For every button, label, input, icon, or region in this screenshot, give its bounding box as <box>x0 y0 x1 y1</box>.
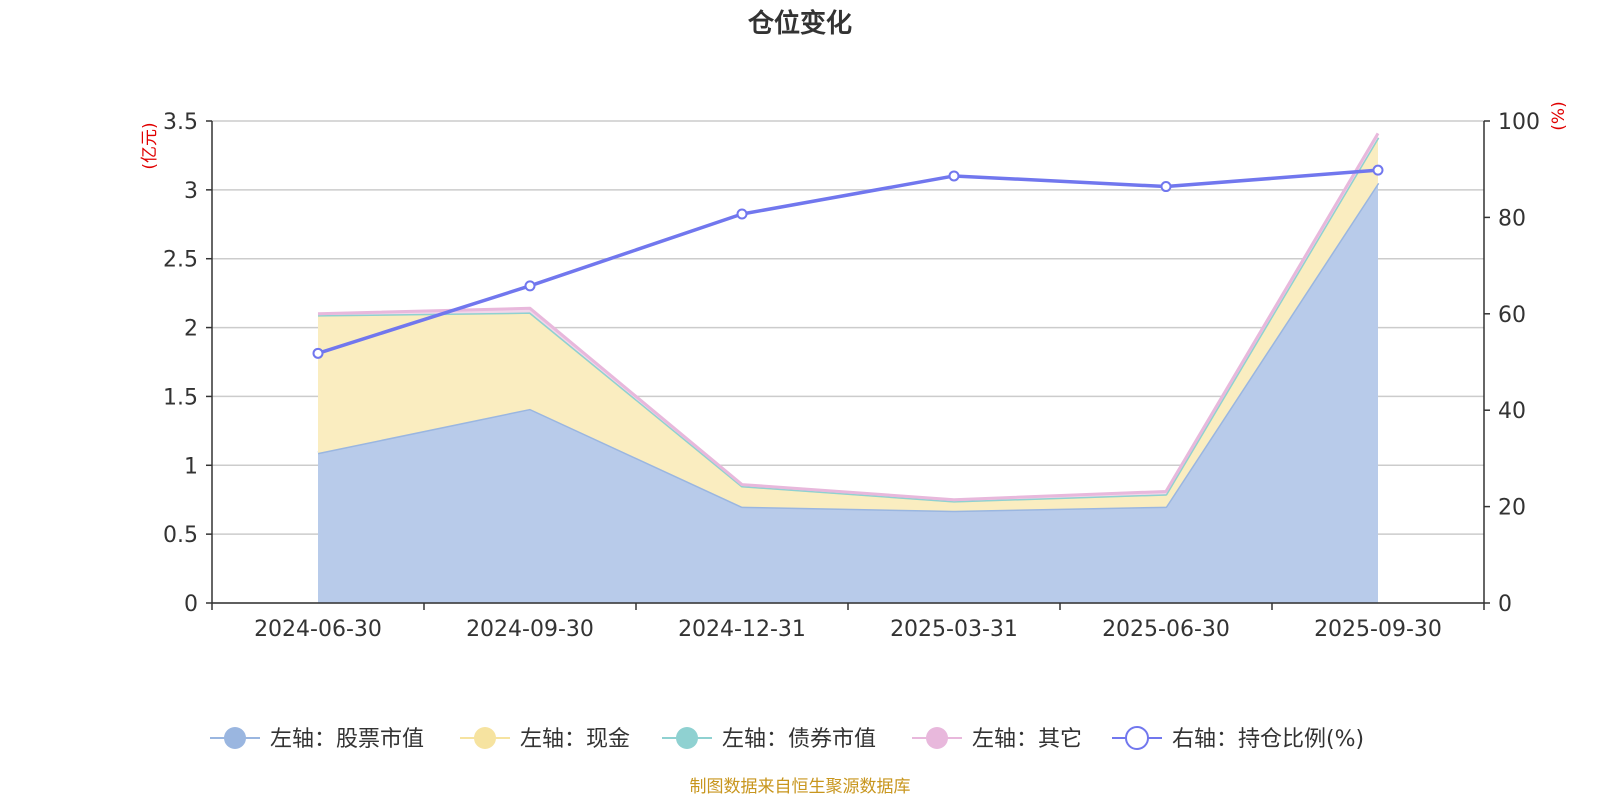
ratio-point <box>1160 181 1172 193</box>
ratio-point <box>736 208 748 220</box>
source-note: 制图数据来自恒生聚源数据库 <box>690 777 911 797</box>
ratio-point <box>524 280 536 292</box>
left-axis-tick-label: 3.5 <box>163 110 198 135</box>
x-axis-tick-label: 2024-09-30 <box>466 617 594 642</box>
ratio-line <box>317 168 1379 355</box>
left-axis-tick-label: 1.5 <box>163 385 198 410</box>
chart-title: 仓位变化 <box>747 8 852 39</box>
x-axis-tick-label: 2025-06-30 <box>1102 617 1230 642</box>
area-top-line <box>317 132 1380 502</box>
right-axis-unit: (%) <box>1549 101 1569 130</box>
stacked-areas <box>317 132 1380 603</box>
ratio-point <box>312 347 324 359</box>
legend-item[interactable]: 左轴：现金 <box>460 727 630 752</box>
legend-label: 右轴：持仓比例(%) <box>1172 727 1364 752</box>
legend-marker <box>926 727 948 749</box>
right-axis-tick-label: 40 <box>1498 399 1526 424</box>
left-axis-tick-label: 2 <box>184 317 198 342</box>
legend-item[interactable]: 左轴：债券市值 <box>662 727 876 752</box>
legend-label: 左轴：股票市值 <box>270 727 424 752</box>
legend: 左轴：股票市值 左轴：现金 左轴：债券市值 左轴：其它 右轴：持仓比例(%) <box>210 726 1364 752</box>
left-axis-unit: (亿元) <box>140 122 160 169</box>
ratio-line-series <box>312 164 1384 359</box>
x-axis-tick-label: 2024-06-30 <box>254 617 382 642</box>
legend-marker <box>676 727 698 749</box>
legend-item[interactable]: 左轴：其它 <box>912 727 1082 752</box>
legend-marker <box>224 727 246 749</box>
ratio-point <box>948 170 960 182</box>
x-axis-tick-label: 2025-03-31 <box>890 617 1018 642</box>
legend-item[interactable]: 右轴：持仓比例(%) <box>1112 726 1364 752</box>
right-axis-tick-label: 80 <box>1498 206 1526 231</box>
area-fill <box>318 182 1378 603</box>
x-axis-tick-label: 2025-09-30 <box>1314 617 1442 642</box>
legend-marker <box>474 727 496 749</box>
legend-item[interactable]: 左轴：股票市值 <box>210 727 424 752</box>
area-fill <box>318 137 1378 511</box>
right-axis-tick-label: 60 <box>1498 303 1526 328</box>
x-axis-tick-label: 2024-12-31 <box>678 617 806 642</box>
ratio-point <box>1372 164 1384 176</box>
left-axis-tick-label: 1 <box>184 454 198 479</box>
right-axis-tick-label: 20 <box>1498 496 1526 521</box>
legend-label: 左轴：其它 <box>972 727 1082 752</box>
legend-label: 左轴：现金 <box>520 727 630 752</box>
left-axis-tick-label: 0 <box>184 592 198 617</box>
right-axis-tick-label: 0 <box>1498 592 1512 617</box>
left-axis-tick-label: 2.5 <box>163 248 198 273</box>
right-axis-tick-label: 100 <box>1498 110 1540 135</box>
axes: 0 0.5 1 1.5 2 2.5 3 3.5 0 20 40 60 80 100 2024-06-30 20… <box>163 110 1540 642</box>
legend-label: 左轴：债券市值 <box>722 727 876 752</box>
legend-marker <box>1125 726 1149 750</box>
left-axis-tick-label: 3 <box>184 179 198 204</box>
left-axis-tick-label: 0.5 <box>163 523 198 548</box>
